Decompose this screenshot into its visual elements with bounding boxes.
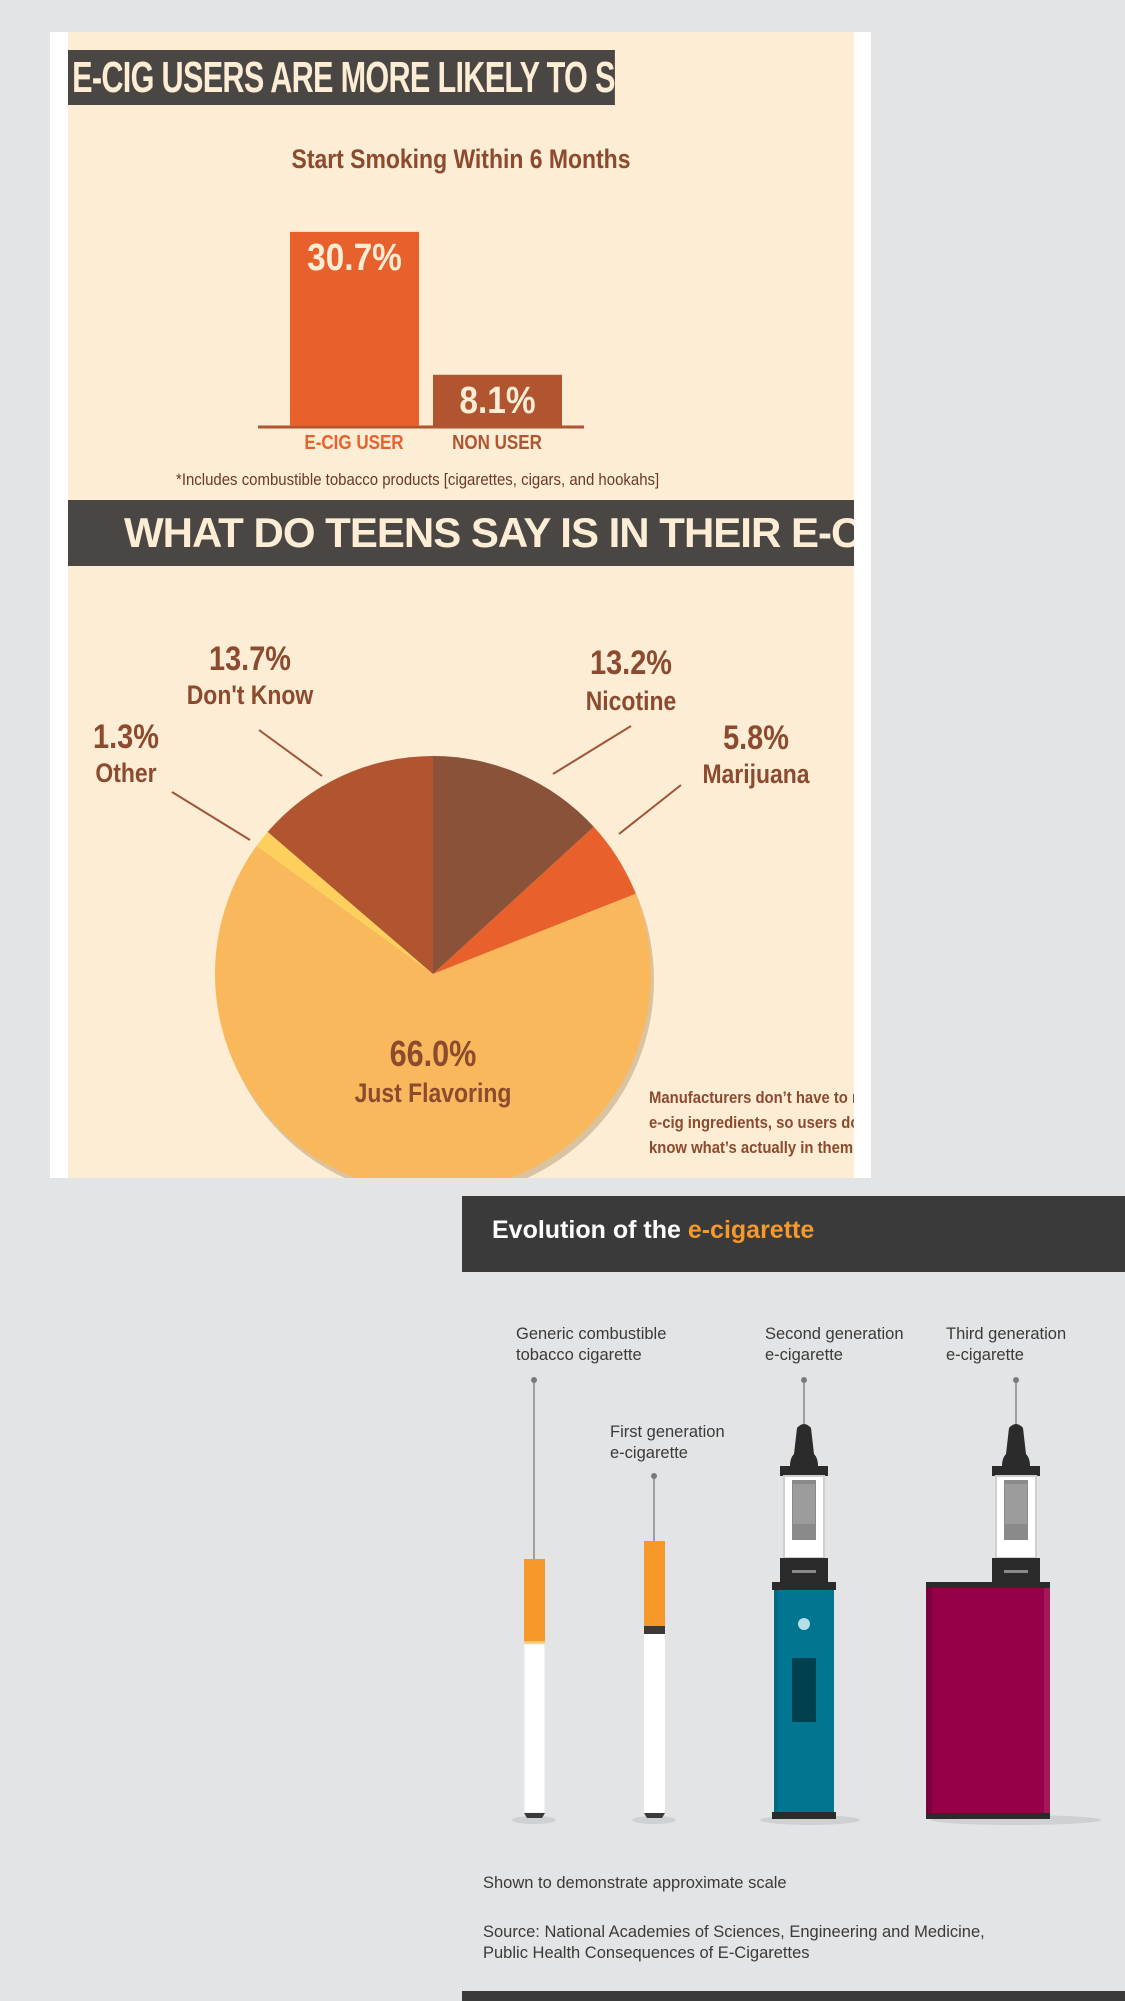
pie-category-label: Other — [95, 758, 156, 788]
pie-leader-line — [171, 791, 251, 841]
source-line: Source: National Academies of Sciences, … — [483, 1923, 985, 1941]
device-label-second-gen: Second generation e-cigarette — [765, 1324, 945, 1366]
bar-value-label: 30.7% — [307, 236, 402, 278]
bar-value-label: 8.1% — [459, 379, 535, 421]
pie-value-label: 13.7% — [209, 639, 291, 678]
device-label-line: Second generation — [765, 1325, 904, 1343]
device-label-line: e-cigarette — [946, 1346, 1024, 1364]
bar-category-label: NON USER — [452, 432, 542, 454]
device-label-line: e-cigarette — [610, 1444, 688, 1462]
tobacco-cigarette-icon — [523, 1559, 546, 1818]
device-label-line: First generation — [610, 1423, 725, 1441]
pie-category-label: Marijuana — [702, 759, 810, 789]
manufacturer-note-line: know what’s actually in them — [649, 1139, 854, 1157]
bar-chart-footnote: *Includes combustible tobacco products [… — [176, 470, 660, 489]
evolution-title: Evolution of the e-cigarette — [492, 1216, 814, 1245]
device-label-line: tobacco cigarette — [516, 1346, 642, 1364]
pie-leader-line — [552, 725, 632, 775]
pie-slice-just-flavoring — [215, 845, 651, 1178]
pie-slice-don-t-know — [267, 756, 433, 974]
device-illustrations — [512, 1377, 1101, 1825]
pie-value-label: 13.2% — [590, 643, 672, 682]
manufacturer-note-line: e-cig ingredients, so users do — [649, 1114, 854, 1132]
pie-leader-line — [618, 784, 682, 835]
second-gen-ecig-icon — [772, 1424, 836, 1819]
infographic-panel: E-CIG USERS ARE MORE LIKELY TO START SMO… — [50, 32, 871, 1178]
evolution-panel: Evolution of the e-cigarette — [462, 1196, 1125, 2001]
device-label-line: e-cigarette — [765, 1346, 843, 1364]
pie-slice-other — [256, 831, 433, 974]
device-label-third-gen: Third generation e-cigarette — [946, 1324, 1125, 1366]
pie-slice-nicotine — [433, 756, 594, 974]
pie-value-label: 1.3% — [93, 717, 159, 756]
device-label-line: Generic combustible — [516, 1325, 667, 1343]
pie-slice-marijuana — [433, 826, 636, 974]
banner-teens-ecig: WHAT DO TEENS SAY IS IN THEIR E-CIG?3 — [68, 500, 854, 566]
pie-value-label: 5.8% — [723, 718, 789, 757]
banner-teens-ecig-text: WHAT DO TEENS SAY IS IN THEIR E-CIG? — [124, 509, 854, 556]
device-label-line: Third generation — [946, 1325, 1067, 1343]
pie-category-label: Just Flavoring — [355, 1078, 512, 1108]
third-gen-ecig-icon — [926, 1424, 1050, 1819]
bar-chart-title: Start Smoking Within 6 Months — [291, 144, 631, 174]
bar-category-label: E-CIG USER — [304, 432, 404, 454]
manufacturer-note-line: Manufacturers don’t have to r — [649, 1089, 854, 1107]
bar-non-user — [433, 374, 562, 426]
pie-category-label: Nicotine — [586, 686, 677, 716]
evolution-title-accent: e-cigarette — [687, 1216, 815, 1244]
manufacturer-note: Manufacturers don’t have to r e-cig ingr… — [649, 1086, 854, 1161]
first-gen-ecig-icon — [644, 1541, 665, 1818]
evolution-title-prefix: Evolution of the — [492, 1216, 688, 1244]
infographic-body: E-CIG USERS ARE MORE LIKELY TO START SMO… — [68, 32, 854, 1178]
scale-note: Shown to demonstrate approximate scale — [483, 1874, 787, 1892]
evolution-header: Evolution of the e-cigarette — [462, 1196, 1125, 1272]
device-label-first-gen: First generation e-cigarette — [610, 1422, 790, 1464]
pie-chart: 13.2% Nicotine 5.8%Marijuana 66.0%Just Flav… — [93, 639, 811, 1178]
pie-value-label: 66.0% — [390, 1035, 477, 1075]
bar-ecig-user — [290, 231, 419, 426]
source-note: Source: National Academies of Sciences, … — [483, 1922, 1103, 1964]
banner-ecig-start-smoking: E-CIG USERS ARE MORE LIKELY TO START SMO… — [68, 50, 615, 105]
device-label-tobacco-cigarette: Generic combustible tobacco cigarette — [516, 1324, 696, 1366]
source-line: Public Health Consequences of E-Cigarett… — [483, 1944, 810, 1962]
bottom-bar — [462, 1991, 1125, 2001]
pie-leader-line — [258, 729, 323, 777]
pie-category-label: Don't Know — [187, 680, 314, 710]
bar-chart: 30.7% 8.1% — [258, 231, 584, 429]
